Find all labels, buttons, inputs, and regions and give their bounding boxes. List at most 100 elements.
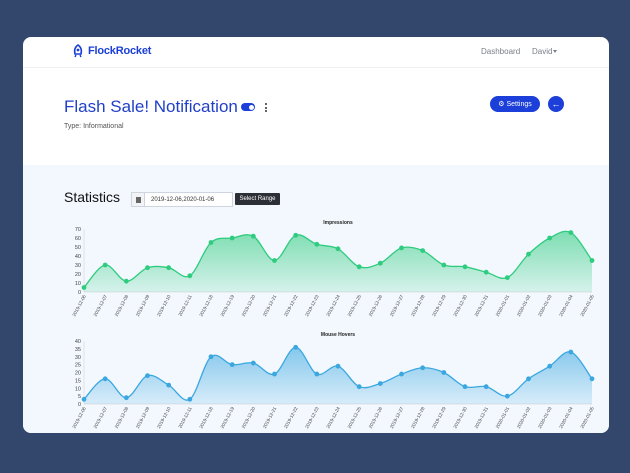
data-point[interactable] xyxy=(166,265,172,271)
data-point[interactable] xyxy=(526,376,531,382)
data-point[interactable] xyxy=(420,248,426,253)
data-point[interactable] xyxy=(568,349,574,355)
data-point[interactable] xyxy=(229,235,235,241)
y-tick-label: 10 xyxy=(75,386,81,392)
data-point[interactable] xyxy=(462,264,468,270)
data-point[interactable] xyxy=(187,396,193,402)
data-point[interactable] xyxy=(441,262,447,268)
data-point[interactable] xyxy=(314,241,320,247)
x-tick-label: 2019-12-24 xyxy=(325,406,341,429)
data-point[interactable] xyxy=(229,362,235,368)
data-point[interactable] xyxy=(208,240,214,245)
active-toggle[interactable] xyxy=(241,103,255,111)
x-tick-label: 2019-12-21 xyxy=(262,406,278,429)
x-tick-label: 2020-01-03 xyxy=(537,294,553,317)
data-point[interactable] xyxy=(81,396,87,402)
y-tick-label: 70 xyxy=(75,227,81,233)
data-point[interactable] xyxy=(483,384,489,390)
data-point[interactable] xyxy=(356,264,362,270)
date-range-input[interactable]: 2019-12-06,2020-01-06 xyxy=(131,192,233,207)
x-tick-label: 2019-12-31 xyxy=(474,406,490,429)
data-point[interactable] xyxy=(166,382,172,388)
x-tick-label: 2019-12-11 xyxy=(177,406,192,429)
x-tick-label: 2020-01-03 xyxy=(537,406,553,429)
data-point[interactable] xyxy=(399,245,404,251)
brand-logo[interactable]: FlockRocket xyxy=(71,44,151,58)
data-point[interactable] xyxy=(187,273,193,279)
x-tick-label: 2019-12-10 xyxy=(156,406,172,429)
data-point[interactable] xyxy=(547,363,553,369)
y-tick-label: 40 xyxy=(75,339,81,345)
data-point[interactable] xyxy=(293,232,299,238)
x-tick-label: 2019-12-06 xyxy=(71,294,87,317)
more-options-icon[interactable] xyxy=(265,103,267,112)
x-tick-label: 2019-12-21 xyxy=(262,294,278,317)
data-point[interactable] xyxy=(102,262,108,268)
data-point[interactable] xyxy=(145,373,150,379)
data-point[interactable] xyxy=(145,265,150,271)
data-point[interactable] xyxy=(462,384,468,390)
y-tick-label: 0 xyxy=(78,290,81,296)
data-point[interactable] xyxy=(377,381,383,386)
data-point[interactable] xyxy=(547,235,553,241)
y-tick-label: 20 xyxy=(75,272,81,278)
statistics-title: Statistics xyxy=(64,189,121,205)
arrow-left-icon: ← xyxy=(551,99,561,109)
data-point[interactable] xyxy=(589,376,595,382)
data-point[interactable] xyxy=(250,233,256,239)
data-point[interactable] xyxy=(356,384,362,390)
data-point[interactable] xyxy=(208,354,214,360)
data-point[interactable] xyxy=(504,275,510,280)
user-menu[interactable]: David xyxy=(532,47,558,56)
data-point[interactable] xyxy=(589,258,595,263)
x-tick-label: 2019-12-22 xyxy=(283,406,299,429)
x-tick-label: 2019-12-23 xyxy=(304,406,320,429)
x-tick-label: 2019-12-29 xyxy=(431,294,447,317)
data-point[interactable] xyxy=(272,258,277,263)
data-point[interactable] xyxy=(250,360,256,366)
x-tick-label: 2019-12-26 xyxy=(368,294,384,317)
data-point[interactable] xyxy=(568,230,574,235)
data-point[interactable] xyxy=(483,269,489,275)
data-point[interactable] xyxy=(123,395,129,401)
x-tick-label: 2020-01-04 xyxy=(558,406,574,429)
data-point[interactable] xyxy=(335,246,341,252)
data-point[interactable] xyxy=(399,371,404,377)
date-range-value: 2019-12-06,2020-01-06 xyxy=(151,196,215,203)
page-title: Flash Sale! Notification xyxy=(64,97,238,116)
select-range-button[interactable]: Select Range xyxy=(235,193,280,205)
y-tick-label: 50 xyxy=(75,245,81,251)
x-tick-label: 2019-12-18 xyxy=(198,294,214,317)
data-point[interactable] xyxy=(272,371,277,377)
data-point[interactable] xyxy=(377,260,383,266)
chevron-down-icon xyxy=(553,50,558,54)
data-point[interactable] xyxy=(293,344,299,350)
x-tick-label: 2019-12-27 xyxy=(389,294,405,317)
x-tick-label: 2019-12-31 xyxy=(474,294,490,317)
y-tick-label: 20 xyxy=(75,371,81,377)
data-point[interactable] xyxy=(504,393,510,399)
x-tick-label: 2019-12-07 xyxy=(93,294,109,317)
app-window: FlockRocket Dashboard David Flash Sale! … xyxy=(23,37,609,433)
gears-icon: ⚙ xyxy=(498,101,505,108)
chart-title: Mouse Hovers xyxy=(321,332,355,338)
data-point[interactable] xyxy=(420,365,426,371)
x-tick-label: 2020-01-02 xyxy=(516,294,532,317)
y-tick-label: 0 xyxy=(78,402,81,408)
data-point[interactable] xyxy=(526,251,531,257)
back-button[interactable]: ← xyxy=(548,96,564,112)
settings-button[interactable]: ⚙ Settings xyxy=(490,96,540,112)
x-tick-label: 2019-12-25 xyxy=(347,406,363,429)
data-point[interactable] xyxy=(123,278,129,284)
x-tick-label: 2019-12-08 xyxy=(114,406,130,429)
data-point[interactable] xyxy=(102,376,108,382)
data-point[interactable] xyxy=(81,285,87,290)
notification-type: Type: Informational xyxy=(64,123,124,130)
x-tick-label: 2019-12-29 xyxy=(431,406,447,429)
x-tick-label: 2020-01-05 xyxy=(579,294,595,317)
data-point[interactable] xyxy=(335,363,341,369)
data-point[interactable] xyxy=(314,371,320,377)
nav-dashboard-link[interactable]: Dashboard xyxy=(481,47,521,56)
data-point[interactable] xyxy=(441,370,447,375)
